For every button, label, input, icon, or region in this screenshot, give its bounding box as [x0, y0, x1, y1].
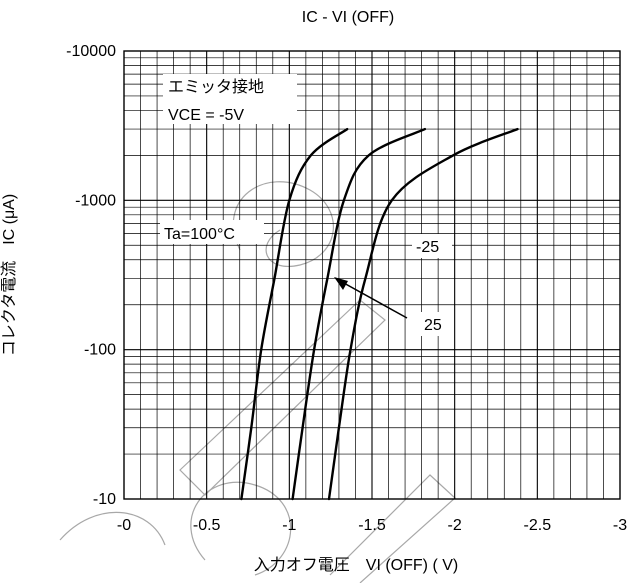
- x-tick-label: -2: [448, 517, 462, 534]
- series-line-m25: [327, 127, 519, 501]
- x-tick-label: -0: [117, 517, 131, 534]
- chart-title: IC - VI (OFF): [302, 9, 394, 26]
- condition-box: エミッタ接地 VCE = -5V: [163, 74, 297, 124]
- y-tick-label: -100: [84, 342, 116, 359]
- series-group: [240, 127, 519, 501]
- x-tick-labels: -0 -0.5 -1 -1.5 -2 -2.5 -3: [117, 517, 627, 534]
- condition-label-line2: VCE = -5V: [168, 107, 244, 124]
- grid: [124, 51, 620, 499]
- y-tick-labels: -10 -100 -1000 -10000: [66, 43, 116, 508]
- label-m25-box: -25: [412, 234, 452, 258]
- y-tick-label: -10: [93, 491, 116, 508]
- series-line-100: [240, 127, 349, 501]
- y-axis-label: コレクタ電流 IC (μA): [0, 194, 18, 356]
- y-tick-label: -1000: [75, 192, 116, 209]
- ta-label-box: Ta=100°C: [160, 220, 264, 244]
- x-tick-label: -1: [282, 517, 296, 534]
- x-tick-label: -2.5: [524, 517, 552, 534]
- condition-label-line1: エミッタ接地: [168, 78, 264, 96]
- ta-label: Ta=100°C: [164, 226, 235, 243]
- label-m25: -25: [416, 239, 439, 256]
- label-25-box: 25: [414, 312, 454, 336]
- x-axis-label: 入力オフ電圧 VI (OFF) ( V): [254, 556, 458, 574]
- plot-frame: [123, 50, 621, 500]
- y-tick-label: -10000: [66, 43, 116, 60]
- label-25: 25: [424, 317, 442, 334]
- series-line-25: [291, 127, 427, 501]
- x-tick-label: -1.5: [358, 517, 386, 534]
- x-tick-label: -0.5: [193, 517, 221, 534]
- arrow-to-25: [334, 277, 408, 319]
- x-tick-label: -3: [613, 517, 627, 534]
